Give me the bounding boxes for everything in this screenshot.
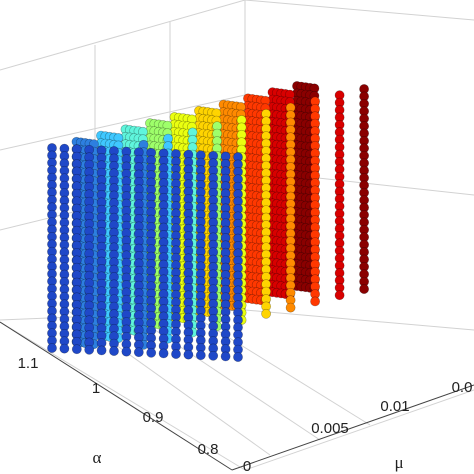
data-planes [47, 81, 369, 362]
data-point [47, 343, 57, 353]
grid-line [244, 389, 474, 471]
data-point [261, 308, 271, 319]
data-point [359, 284, 369, 294]
y-tick-label: 0.8 [198, 441, 219, 458]
data-point [310, 296, 320, 307]
data-point [220, 351, 231, 362]
data-point [195, 350, 206, 361]
data-point [84, 344, 95, 355]
data-point [171, 349, 181, 359]
data-point [158, 348, 169, 359]
x-tick-label: 0.0 [452, 379, 473, 396]
grid-line [0, 321, 246, 471]
x-axis-line [231, 384, 474, 471]
data-point [233, 352, 243, 362]
data-point [109, 346, 119, 356]
x-tick-label: 0 [243, 458, 251, 474]
axis-ticks: 0.8 0.9 1 1.1 0 0.005 0.01 0.0 [18, 355, 473, 474]
data-point [183, 349, 194, 360]
data-point [59, 343, 70, 354]
plane-series-10 [292, 81, 369, 294]
y-axis-label: α [93, 448, 102, 467]
x-tick-label: 0.01 [380, 398, 409, 415]
plane-series-0 [47, 143, 243, 362]
y-tick-label: 0.9 [143, 409, 164, 426]
y-tick-label: 1.1 [18, 355, 39, 372]
x-axis-label: μ [394, 453, 403, 472]
data-point [96, 345, 107, 356]
data-point [71, 344, 82, 355]
data-point [285, 302, 296, 313]
data-point [208, 350, 219, 361]
x-tick-label: 0.005 [311, 420, 349, 437]
data-point [334, 290, 345, 301]
y-axis-line [0, 321, 233, 471]
grid-line [0, 0, 246, 71]
grid-line [244, 309, 474, 331]
data-point [133, 347, 144, 358]
data-point [146, 347, 157, 358]
grid-line [0, 94, 246, 151]
y-tick-label: 1 [92, 380, 100, 397]
grid-line [244, 0, 474, 21]
data-point [121, 346, 132, 357]
